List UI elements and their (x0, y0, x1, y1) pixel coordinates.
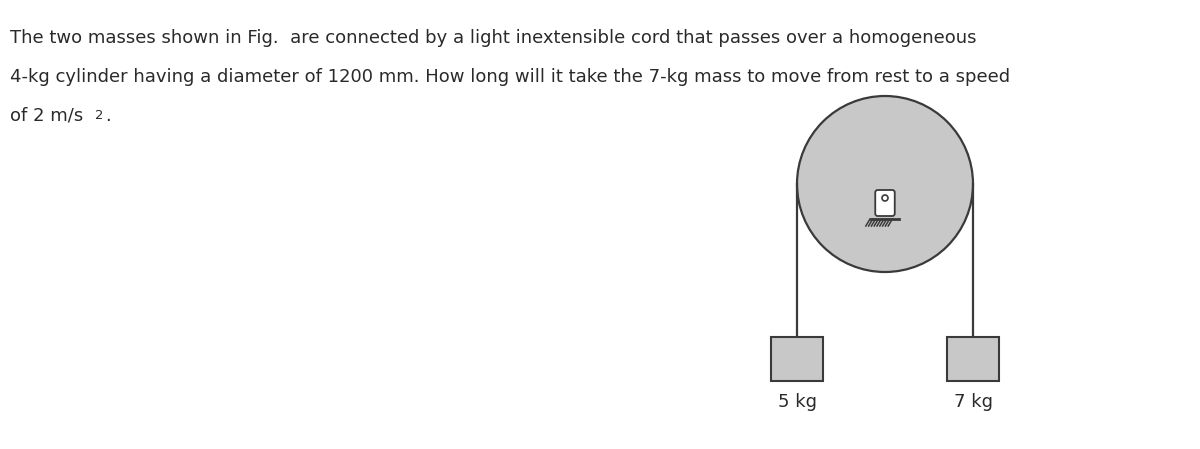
Text: The two masses shown in Fig.  are connected by a light inextensible cord that pa: The two masses shown in Fig. are connect… (10, 29, 977, 47)
Text: 4-kg cylinder having a diameter of 1200 mm. How long will it take the 7-kg mass : 4-kg cylinder having a diameter of 1200 … (10, 68, 1010, 86)
Circle shape (797, 96, 973, 272)
Bar (947, 337, 1000, 381)
FancyBboxPatch shape (875, 190, 895, 216)
Text: 5 kg: 5 kg (778, 393, 816, 411)
Text: 7 kg: 7 kg (954, 393, 992, 411)
Circle shape (882, 195, 888, 201)
Text: of 2 m/s: of 2 m/s (10, 107, 83, 125)
Bar (772, 337, 823, 381)
Text: .: . (106, 107, 110, 125)
Text: 2: 2 (96, 109, 103, 122)
